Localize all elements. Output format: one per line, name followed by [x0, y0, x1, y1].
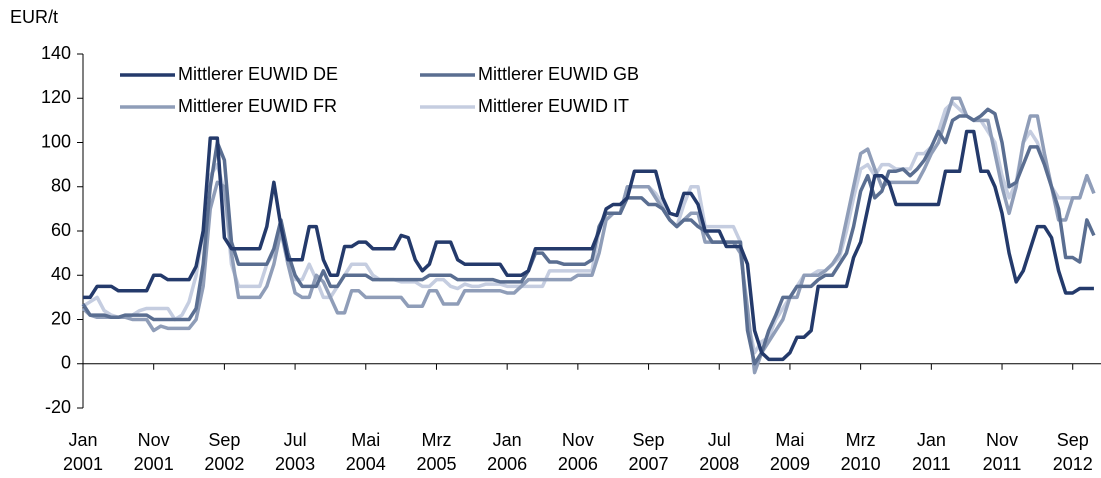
x-tick-label: Jan 2001	[62, 430, 104, 474]
y-tick-label: 40	[51, 264, 71, 284]
x-tick-label: Sep 2002	[204, 430, 245, 474]
y-tick-label: 0	[61, 353, 71, 373]
x-tick-label: Jul 2003	[275, 430, 316, 474]
x-tick-label: Mrz 2010	[840, 430, 881, 474]
y-tick-label: 120	[41, 87, 71, 107]
x-tick-label: Nov 2006	[557, 430, 598, 474]
x-tick-label: Sep 2012	[1052, 430, 1093, 474]
x-tick-label: Mai 2009	[769, 430, 810, 474]
y-tick-label: 100	[41, 131, 71, 151]
x-tick-label: Jan 2006	[487, 430, 528, 474]
y-tick-label: 20	[51, 308, 71, 328]
x-tick-label: Jul 2008	[699, 430, 740, 474]
series-line	[81, 107, 1096, 366]
y-tick-label: 140	[41, 43, 71, 63]
y-tick-label: -20	[45, 397, 71, 417]
legend-label: Mittlerer EUWID DE	[178, 64, 338, 84]
x-tick-label: Mai 2004	[345, 430, 386, 474]
legend-label: Mittlerer EUWID GB	[478, 64, 639, 84]
legend-label: Mittlerer EUWID FR	[178, 96, 337, 116]
series-line	[81, 96, 1096, 375]
x-tick-label: Mrz 2005	[416, 430, 457, 474]
x-tick-label: Nov 2001	[133, 430, 174, 474]
legend-label: Mittlerer EUWID IT	[478, 96, 629, 116]
y-axis-label: EUR/t	[10, 7, 58, 27]
series-line	[82, 100, 1096, 355]
y-tick-label: 80	[51, 176, 71, 196]
x-tick-label: Jan 2011	[911, 430, 951, 474]
y-tick-label: 60	[51, 220, 71, 240]
x-tick-label: Sep 2007	[628, 430, 669, 474]
series-line	[83, 129, 1094, 362]
x-tick-label: Nov 2011	[982, 430, 1022, 474]
